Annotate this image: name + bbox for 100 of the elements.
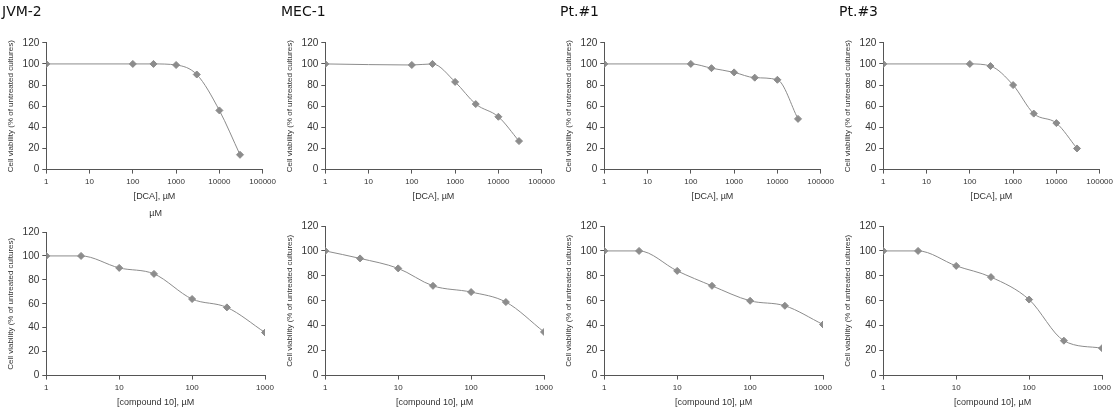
x-tick-label: 1000 xyxy=(1004,176,1023,186)
y-tick-label: 40 xyxy=(865,319,877,331)
x-tick-label: 10 xyxy=(643,176,653,186)
x-axis-title: [DCA], µM xyxy=(970,191,1013,202)
x-tick-label: 100 xyxy=(963,176,978,186)
point xyxy=(222,303,231,312)
x-tick-label: 100000 xyxy=(1086,176,1114,186)
x-axis-title: [compound 10], µM xyxy=(396,397,474,408)
y-axis-title: Cell viability (% of untreated cultures) xyxy=(285,39,294,173)
chart-title: MEC-1 xyxy=(281,3,326,20)
y-tick-label: 20 xyxy=(28,142,40,154)
y-tick-label: 40 xyxy=(586,121,598,133)
y-tick-label: 20 xyxy=(865,142,877,154)
y-tick-label: 60 xyxy=(865,294,877,306)
chart-title: Pt.#3 xyxy=(839,3,879,20)
y-tick-label: 60 xyxy=(307,99,319,111)
y-tick-label: 20 xyxy=(307,142,319,154)
point xyxy=(149,269,158,278)
y-tick-label: 80 xyxy=(307,269,319,281)
x-tick-label: 1 xyxy=(44,176,50,186)
x-tick-label: 100 xyxy=(1022,382,1037,392)
x-tick-label: 100000 xyxy=(807,176,835,186)
x-tick-label: 100 xyxy=(126,176,141,186)
x-tick-label: 100 xyxy=(464,382,479,392)
y-tick-label: 100 xyxy=(22,249,40,261)
y-tick-label: 20 xyxy=(307,344,319,356)
point xyxy=(1073,144,1082,153)
x-axis-title: [DCA], µM xyxy=(412,191,455,202)
x-tick-label: 1 xyxy=(44,382,50,392)
y-tick-label: 80 xyxy=(28,78,40,90)
x-tick-label: 100 xyxy=(185,382,200,392)
point xyxy=(794,114,803,123)
point xyxy=(149,59,158,68)
y-tick-label: 0 xyxy=(870,369,877,381)
point xyxy=(407,60,416,69)
x-tick-label: 10000 xyxy=(1045,176,1069,186)
y-tick-label: 120 xyxy=(301,36,319,48)
x-tick-label: 1000 xyxy=(725,176,744,186)
x-tick-label: 1 xyxy=(323,176,329,186)
x-tick-label: 100000 xyxy=(249,176,277,186)
y-tick-label: 120 xyxy=(22,36,40,48)
point xyxy=(730,68,739,77)
x-tick-label: 100 xyxy=(405,176,420,186)
point xyxy=(673,266,682,275)
y-tick-label: 20 xyxy=(28,345,40,357)
text: µM xyxy=(149,208,162,218)
y-axis-title: Cell viability (% of untreated cultures) xyxy=(843,39,852,173)
x-tick-label: 1000 xyxy=(446,176,465,186)
y-tick-label: 60 xyxy=(307,294,319,306)
y-tick-label: 20 xyxy=(865,344,877,356)
y-tick-label: 40 xyxy=(307,121,319,133)
y-tick-label: 80 xyxy=(586,269,598,281)
x-tick-label: 10000 xyxy=(487,176,511,186)
x-tick-label: 10 xyxy=(922,176,932,186)
y-tick-label: 120 xyxy=(859,219,877,231)
y-tick-label: 100 xyxy=(580,244,598,256)
point xyxy=(746,296,755,305)
y-tick-label: 0 xyxy=(33,163,40,175)
x-tick-label: 10 xyxy=(364,176,374,186)
x-tick-label: 1000 xyxy=(814,382,833,392)
y-tick-label: 60 xyxy=(865,99,877,111)
y-tick-label: 120 xyxy=(859,36,877,48)
y-tick-label: 0 xyxy=(591,369,598,381)
y-tick-label: 80 xyxy=(28,273,40,285)
y-axis-title: Cell viability (% of untreated cultures) xyxy=(285,234,294,367)
y-tick-label: 40 xyxy=(28,321,40,333)
y-axis-title: Cell viability (% of untreated cultures) xyxy=(843,234,852,367)
point xyxy=(494,112,503,121)
x-tick-label: 100 xyxy=(684,176,699,186)
point xyxy=(773,75,782,84)
point xyxy=(115,263,124,272)
x-tick-label: 1000 xyxy=(1093,382,1112,392)
point xyxy=(394,264,403,273)
y-tick-label: 0 xyxy=(870,163,877,175)
x-tick-label: 10 xyxy=(114,382,125,392)
y-tick-label: 80 xyxy=(586,78,598,90)
point xyxy=(172,60,181,69)
y-tick-label: 80 xyxy=(865,269,877,281)
point xyxy=(1052,119,1061,128)
x-tick-label: 10 xyxy=(672,382,683,392)
point xyxy=(515,137,524,146)
y-tick-label: 120 xyxy=(580,219,598,231)
y-axis-title: Cell viability (% of untreated cultures) xyxy=(564,39,573,173)
point xyxy=(428,281,437,290)
point xyxy=(986,62,995,71)
point xyxy=(965,59,974,68)
x-tick-label: 1000 xyxy=(535,382,554,392)
x-tick-label: 1 xyxy=(881,382,887,392)
x-tick-label: 1 xyxy=(602,176,608,186)
y-tick-label: 60 xyxy=(586,99,598,111)
point xyxy=(192,70,201,79)
x-tick-label: 1000 xyxy=(167,176,186,186)
point xyxy=(501,298,510,307)
x-axis-title: [compound 10], µM xyxy=(675,397,753,408)
y-tick-label: 100 xyxy=(580,57,598,69)
y-tick-label: 80 xyxy=(307,78,319,90)
y-tick-label: 100 xyxy=(22,57,40,69)
y-tick-label: 120 xyxy=(22,225,40,237)
point xyxy=(707,281,716,290)
point xyxy=(780,301,789,310)
